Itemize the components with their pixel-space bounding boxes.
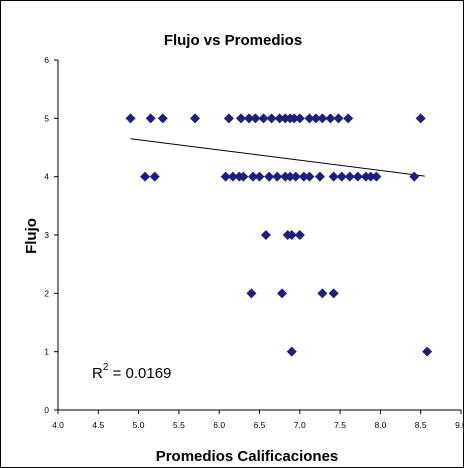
data-point xyxy=(244,113,255,124)
y-axis-title: Flujo xyxy=(23,218,40,254)
data-point xyxy=(266,113,277,124)
data-point xyxy=(314,171,325,182)
y-tick-label: 4 xyxy=(44,172,49,182)
r-squared-superscript: 2 xyxy=(103,362,109,373)
data-point xyxy=(227,171,238,182)
data-point xyxy=(286,346,297,357)
data-point xyxy=(336,171,347,182)
data-point xyxy=(260,230,271,240)
data-point xyxy=(325,113,336,124)
data-point xyxy=(149,171,160,182)
data-point xyxy=(250,113,261,124)
data-point xyxy=(422,346,433,357)
x-tick-label: 5.0 xyxy=(133,420,145,430)
r-squared-label: R2 = 0.0169 xyxy=(92,362,171,382)
x-tick-label: 5.5 xyxy=(173,420,185,430)
data-point xyxy=(294,113,305,124)
data-point xyxy=(415,113,426,124)
x-tick-label: 4.0 xyxy=(52,420,64,430)
y-tick-label: 5 xyxy=(44,113,49,123)
data-point xyxy=(304,113,315,124)
data-point xyxy=(274,113,285,124)
data-point xyxy=(304,171,315,182)
data-point xyxy=(157,113,168,124)
y-tick-label: 6 xyxy=(44,55,49,65)
data-point xyxy=(371,171,382,182)
data-point xyxy=(258,113,269,124)
data-point xyxy=(254,171,265,182)
x-tick-label: 9.0 xyxy=(455,420,464,430)
data-point xyxy=(409,171,420,182)
data-point xyxy=(238,171,249,182)
y-tick-label: 2 xyxy=(44,288,49,298)
data-point xyxy=(343,113,354,124)
x-tick-label: 6.5 xyxy=(254,420,266,430)
x-tick-label: 7.0 xyxy=(294,420,306,430)
data-point xyxy=(272,171,283,182)
data-point xyxy=(328,171,339,182)
x-axis-ticks: 4.0 4.5 5.0 5.5 6.0 6.5 7.0 7.5 8.0 8.5 9.0 xyxy=(52,410,464,430)
data-point xyxy=(298,171,309,182)
data-point xyxy=(333,113,344,124)
x-tick-label: 8.5 xyxy=(415,420,427,430)
y-tick-label: 3 xyxy=(44,230,49,240)
chart-title: Flujo vs Promedios xyxy=(164,32,302,49)
data-point xyxy=(220,171,231,182)
data-point xyxy=(352,171,363,182)
data-point xyxy=(290,171,301,182)
data-point xyxy=(264,171,275,182)
r-squared-value: = 0.0169 xyxy=(108,365,171,382)
data-point xyxy=(365,171,376,182)
data-point xyxy=(294,230,305,240)
data-point xyxy=(317,113,328,124)
y-tick-label: 0 xyxy=(44,405,49,415)
y-axis-ticks: 0 1 2 3 4 5 6 xyxy=(44,55,58,415)
data-point xyxy=(317,288,328,299)
x-tick-label: 6.0 xyxy=(213,420,225,430)
data-point xyxy=(328,288,339,299)
plot-area: 4.0 4.5 5.0 5.5 6.0 6.5 7.0 7.5 8.0 8.5 9.0 0 1 2 3 4 5… xyxy=(44,55,464,430)
data-point xyxy=(235,113,246,124)
data-point xyxy=(246,288,257,299)
data-point xyxy=(145,113,156,124)
r-squared-base: R xyxy=(92,365,103,382)
data-points xyxy=(125,113,433,357)
data-point xyxy=(289,113,300,124)
data-point xyxy=(344,171,355,182)
data-point xyxy=(223,113,234,124)
data-point xyxy=(286,230,297,240)
x-tick-label: 7.5 xyxy=(334,420,346,430)
data-point xyxy=(277,288,288,299)
x-tick-label: 8.0 xyxy=(374,420,386,430)
trendline xyxy=(130,138,425,177)
data-point xyxy=(285,171,296,182)
x-axis-title: Promedios Calificaciones xyxy=(156,448,339,465)
data-point xyxy=(125,113,136,124)
data-point xyxy=(248,171,259,182)
data-point xyxy=(310,113,321,124)
y-tick-label: 1 xyxy=(44,347,49,357)
data-point xyxy=(190,113,201,124)
x-tick-label: 4.5 xyxy=(92,420,104,430)
data-point xyxy=(140,171,151,182)
